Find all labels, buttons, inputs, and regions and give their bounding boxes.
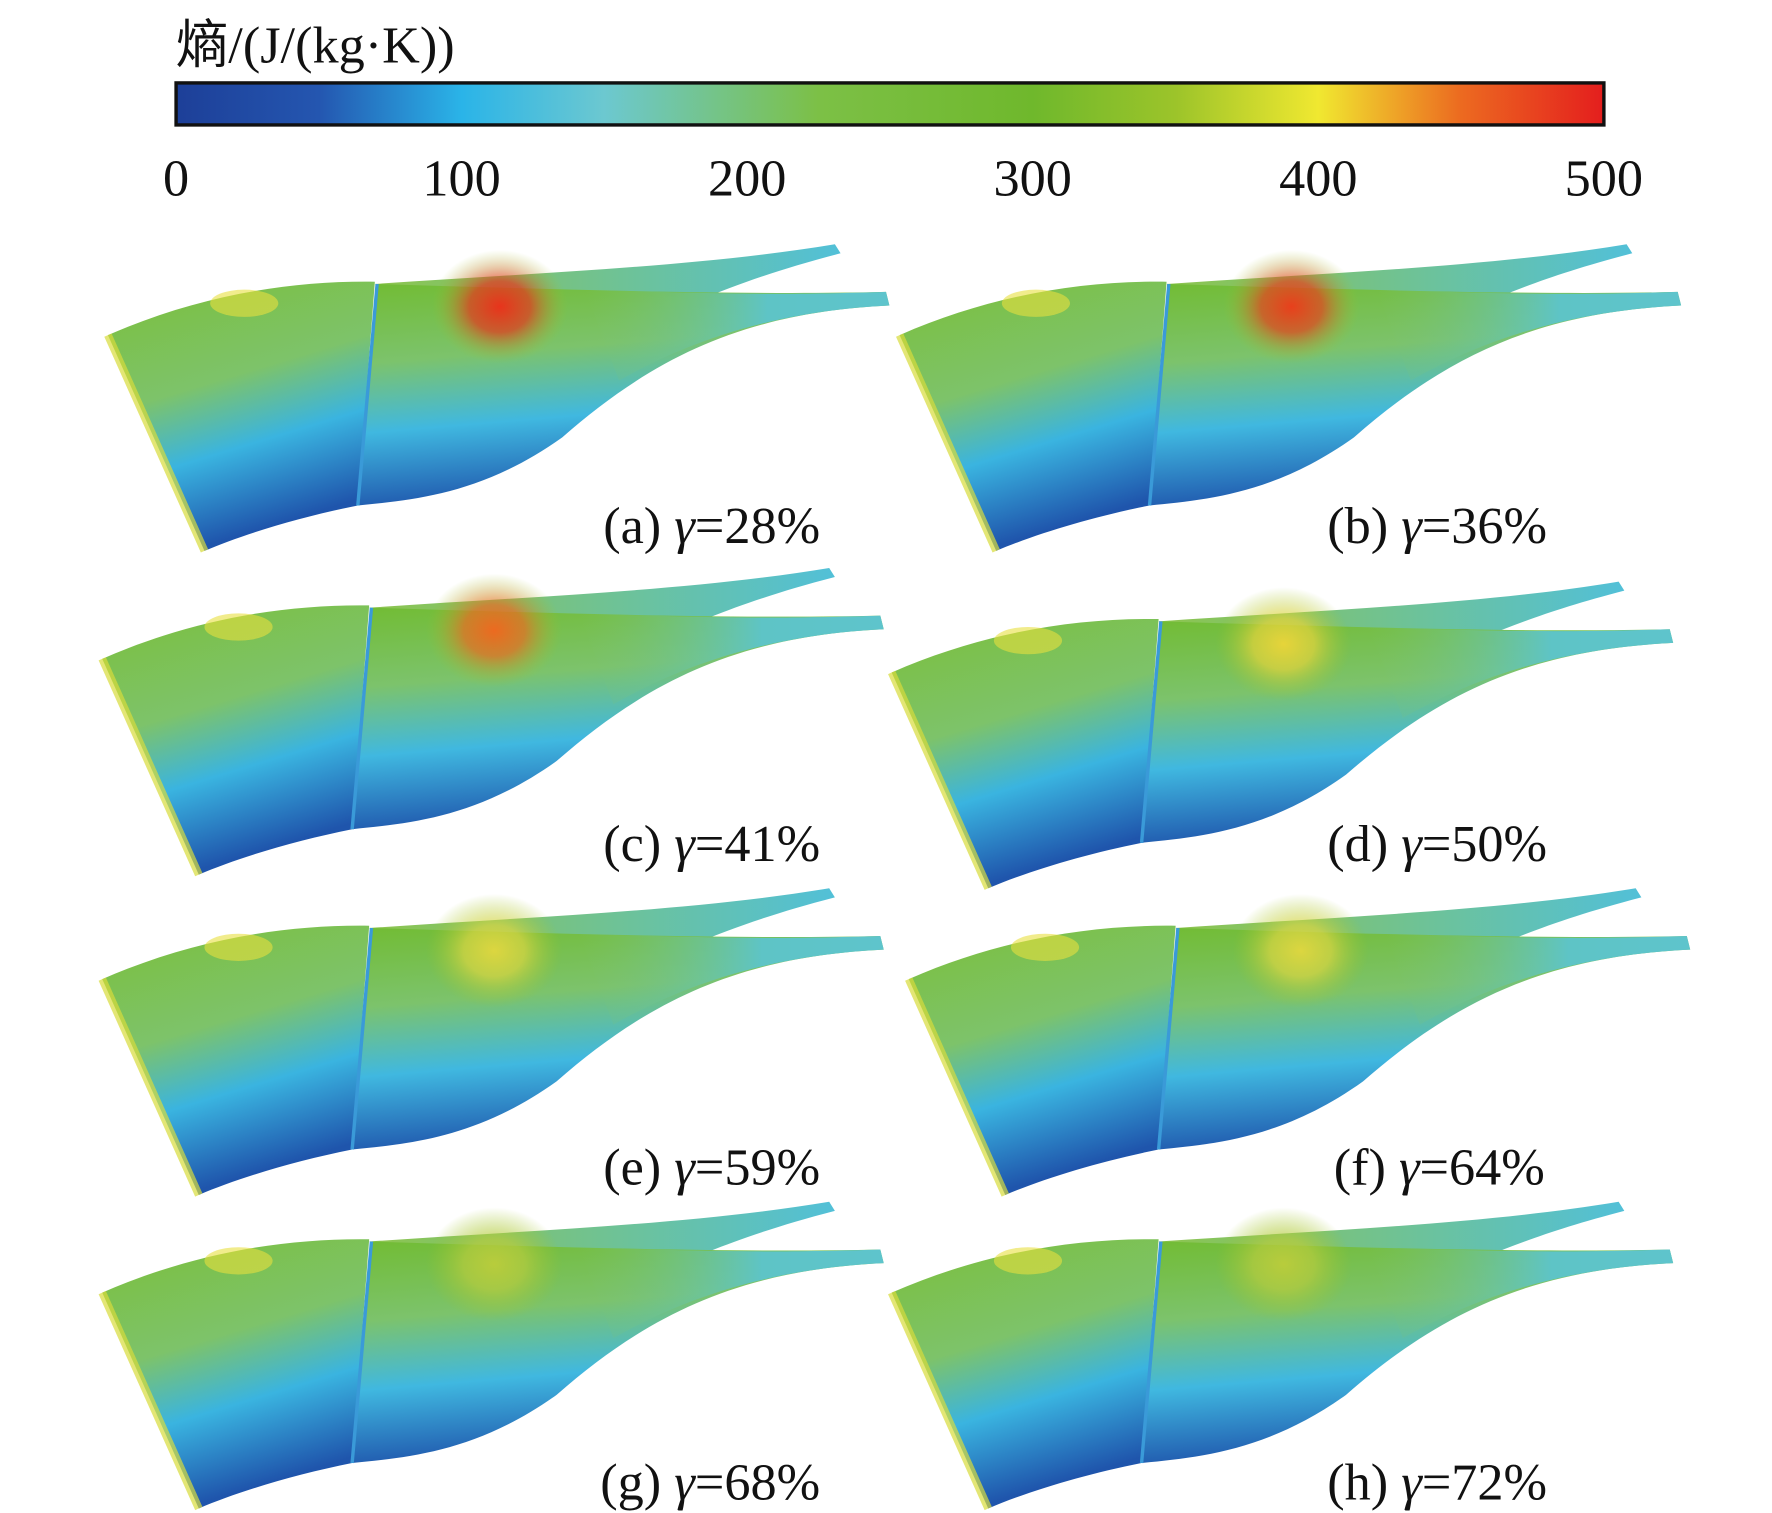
hotspot (1215, 587, 1352, 701)
panel-letter: (h) (1327, 1453, 1401, 1511)
panel-value: =28% (695, 497, 820, 555)
panel (892, 582, 1673, 889)
panel (102, 568, 883, 875)
panel-label: (e) γ=59% (603, 1139, 820, 1197)
panel-label: (d) γ=50% (1327, 815, 1547, 873)
colorbar-ticks: 0 100 200 300 400 500 (163, 149, 1643, 207)
tick-label: 300 (994, 149, 1072, 207)
hotspot (425, 573, 563, 688)
panel-letter: (b) (1327, 497, 1401, 555)
panel-symbol: γ (674, 1453, 696, 1511)
tick-label: 400 (1279, 149, 1357, 207)
hotspot (425, 893, 563, 1008)
panel (102, 888, 883, 1195)
panel-letter: (d) (1327, 815, 1401, 873)
panel-label: (a) γ=28% (603, 497, 820, 555)
panel-value: =64% (1420, 1139, 1545, 1197)
panel (909, 888, 1690, 1195)
panel-symbol: γ (1401, 1453, 1423, 1511)
panel-label: (f) γ=64% (1334, 1139, 1545, 1197)
hotspot (1232, 893, 1369, 1008)
tick-label: 500 (1565, 149, 1643, 207)
panel-symbol: γ (674, 815, 696, 873)
hotspot (425, 1207, 563, 1322)
hotspot (1215, 1207, 1352, 1322)
panel-letter: (a) (603, 497, 674, 555)
panels: (a) γ=28% (b) γ=36%(c) γ=41% (d) γ=50%(e) … (102, 244, 1690, 1511)
panel-symbol: γ (1401, 815, 1423, 873)
tick-label: 200 (708, 149, 786, 207)
panel (900, 244, 1681, 551)
panel-label: (b) γ=36% (1327, 497, 1547, 555)
panel-letter: (e) (603, 1139, 674, 1197)
hotspot (1223, 249, 1360, 364)
panel (892, 1202, 1673, 1509)
panel-value: =50% (1422, 815, 1547, 873)
panel (108, 244, 889, 551)
panel-letter: (f) (1334, 1139, 1399, 1197)
panel-value: =68% (695, 1453, 820, 1511)
tick-label: 100 (422, 149, 500, 207)
panel-letter: (c) (603, 815, 674, 873)
panel-label: (c) γ=41% (603, 815, 820, 873)
tick-label: 0 (163, 149, 189, 207)
panel-symbol: γ (674, 497, 696, 555)
panel (102, 1202, 883, 1509)
panel-value: =36% (1422, 497, 1547, 555)
colorbar (174, 81, 1606, 127)
panel-symbol: γ (1401, 497, 1423, 555)
hotspot (431, 249, 568, 364)
colorbar-title: 熵/(J/(kg·K)) (176, 16, 455, 74)
panel-label: (h) γ=72% (1327, 1453, 1547, 1511)
panel-letter: (g) (600, 1453, 674, 1511)
panel-value: =41% (695, 815, 820, 873)
panel-value: =72% (1422, 1453, 1547, 1511)
panel-value: =59% (695, 1139, 820, 1197)
panel-label: (g) γ=68% (600, 1453, 820, 1511)
panel-symbol: γ (674, 1139, 696, 1197)
panel-symbol: γ (1399, 1139, 1421, 1197)
